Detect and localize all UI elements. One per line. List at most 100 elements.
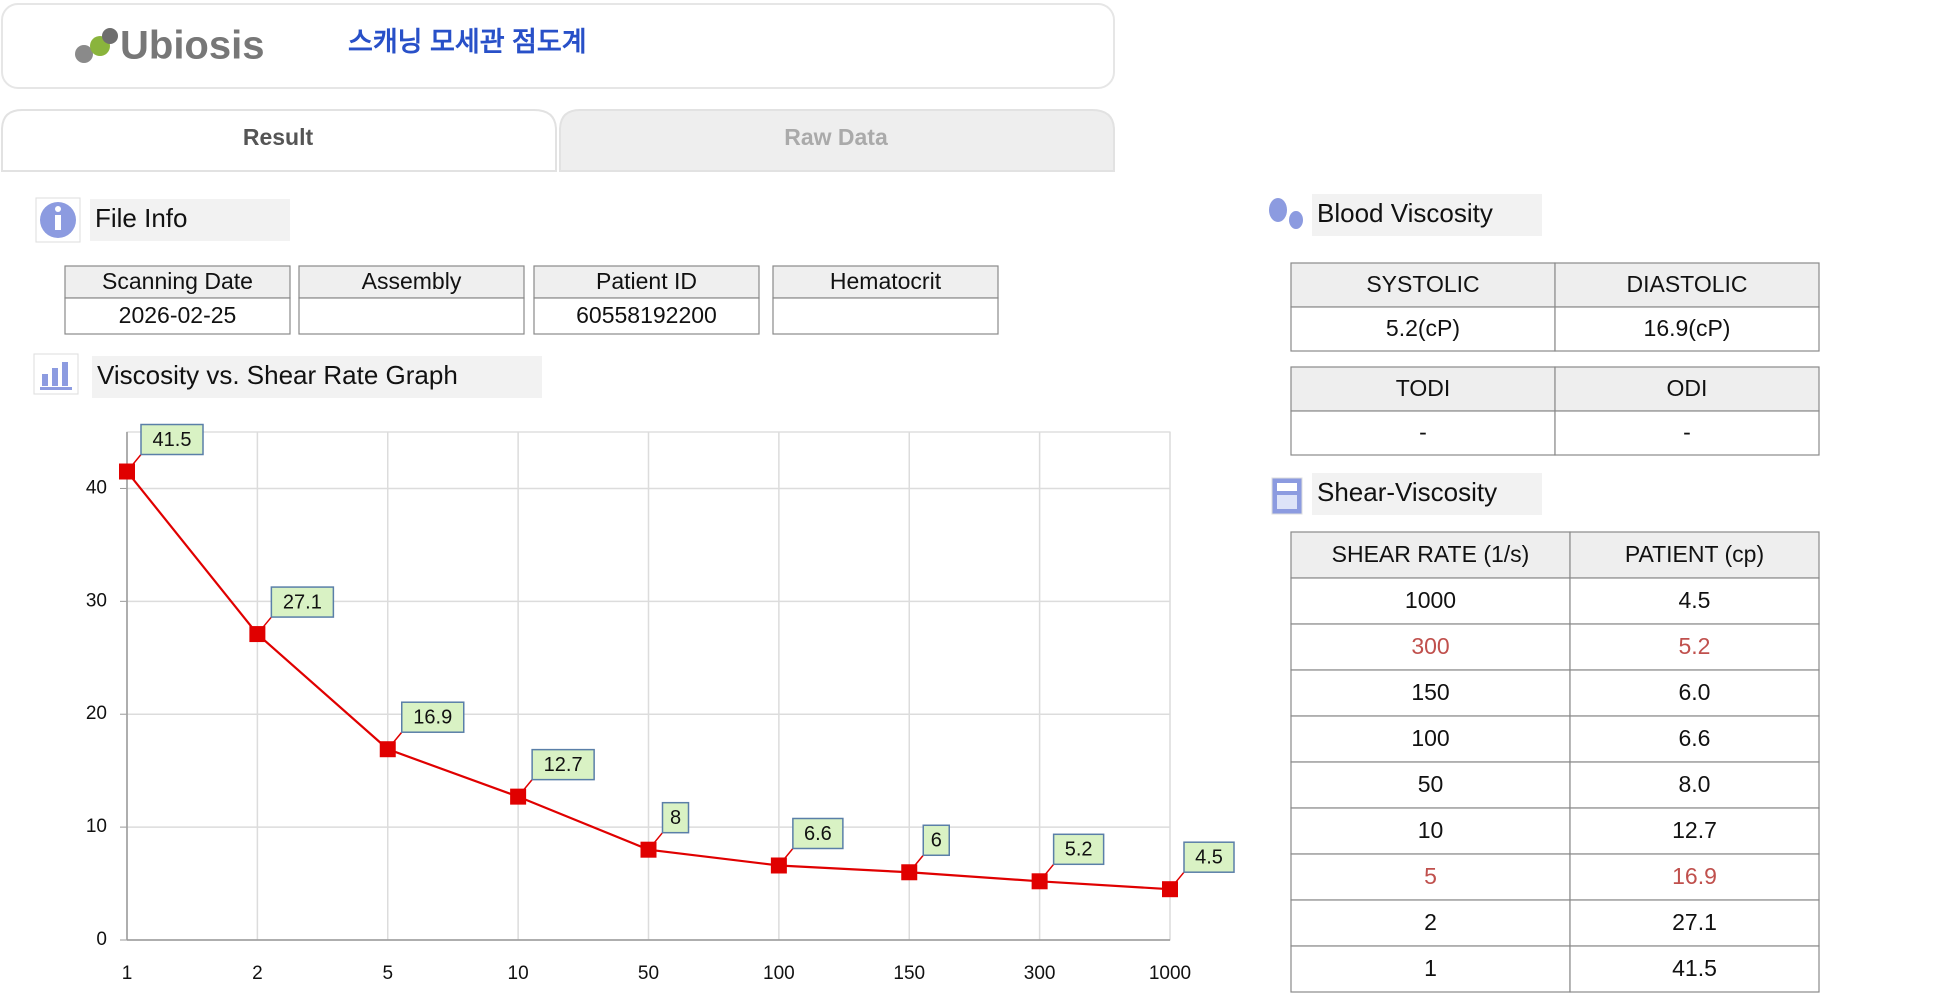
table-cell — [298, 297, 525, 335]
x-tick-label: 10 — [508, 963, 529, 984]
cell-text: 4.5 — [1679, 587, 1711, 613]
cell-text: - — [1419, 419, 1427, 445]
table-cell — [1290, 669, 1571, 717]
heading-box — [90, 199, 290, 241]
table-cell — [1290, 623, 1571, 671]
label-connector — [387, 731, 403, 750]
table-cell — [1569, 899, 1820, 947]
cell-text: 100 — [1411, 725, 1449, 751]
table-cell — [1569, 945, 1820, 993]
value-label: 6 — [931, 830, 942, 852]
label-connector — [1169, 871, 1185, 890]
cell-text: 12.7 — [1672, 817, 1717, 843]
heading: Blood Viscosity — [1317, 198, 1493, 228]
value-label-box — [270, 586, 335, 618]
heading: Shear-Viscosity — [1317, 477, 1497, 507]
table-cell — [1290, 761, 1571, 809]
x-tick-label: 150 — [893, 963, 925, 984]
value-label-box — [1052, 833, 1105, 866]
value-label: 6.6 — [804, 823, 832, 845]
calc-icon — [1271, 477, 1303, 515]
tab[interactable] — [559, 109, 1115, 172]
cell-text: 16.9 — [1672, 863, 1717, 889]
tab-label[interactable]: Raw Data — [784, 124, 888, 150]
table-cell — [1569, 623, 1820, 671]
x-tick-label: 50 — [638, 963, 659, 984]
cell-text: - — [1683, 419, 1691, 445]
value-label: 27.1 — [283, 591, 322, 613]
label-connector — [647, 832, 664, 851]
table-cell — [1569, 577, 1820, 625]
table-cell — [298, 265, 525, 299]
table-cell — [64, 297, 291, 335]
cell-text: 50 — [1418, 771, 1444, 797]
table-cell — [1569, 715, 1820, 763]
y-tick-label: 10 — [86, 816, 107, 837]
cell-text: SYSTOLIC — [1366, 271, 1479, 297]
value-label: 5.2 — [1065, 839, 1093, 861]
tab[interactable] — [1, 109, 557, 172]
table-cell — [1569, 853, 1820, 901]
table-cell — [64, 265, 291, 299]
label-connector — [778, 848, 794, 866]
table-cell — [533, 265, 760, 299]
cell-text: 1000 — [1405, 587, 1456, 613]
value-label: 4.5 — [1195, 846, 1223, 868]
x-tick-label: 100 — [763, 963, 795, 984]
cell-text: 6.0 — [1679, 679, 1711, 705]
table-cell — [1290, 366, 1556, 412]
table-cell — [1569, 761, 1820, 809]
logo: Ubiosis — [120, 24, 264, 68]
value-label-box — [922, 824, 950, 857]
cell-text: 10 — [1418, 817, 1444, 843]
cell-text: PATIENT (cp) — [1625, 541, 1764, 567]
label-connector — [126, 454, 142, 472]
x-tick-label: 2 — [252, 963, 263, 984]
heading-box — [1312, 473, 1542, 515]
cell-text: 5.2 — [1679, 633, 1711, 659]
cell-text: 2 — [1424, 909, 1437, 935]
cell-text: 5.2(cP) — [1386, 315, 1460, 341]
label-connector — [1039, 863, 1055, 882]
value-label: 8 — [670, 807, 681, 829]
cell-text: 41.5 — [1672, 955, 1717, 981]
table-cell — [1290, 262, 1556, 308]
cell-text: 60558192200 — [576, 302, 717, 328]
graph-icon — [33, 353, 79, 395]
cell-text: 5 — [1424, 863, 1437, 889]
cell-text: 16.9(cP) — [1644, 315, 1731, 341]
logo-icon — [75, 28, 118, 63]
table-cell — [1554, 306, 1820, 352]
cell-text: Scanning Date — [102, 268, 253, 294]
table-cell — [772, 265, 999, 299]
cell-text: DIASTOLIC — [1627, 271, 1748, 297]
cell-text: SHEAR RATE (1/s) — [1332, 541, 1530, 567]
table-cell — [1290, 531, 1571, 579]
heading-box — [1312, 194, 1542, 236]
header-box — [1, 3, 1115, 89]
table-cell — [1290, 577, 1571, 625]
label-connector — [256, 616, 272, 635]
table-cell — [772, 297, 999, 335]
y-tick-label: 30 — [86, 590, 107, 611]
cell-text: 27.1 — [1672, 909, 1717, 935]
tab-label[interactable]: Result — [243, 124, 314, 150]
label-connector — [517, 779, 533, 798]
cell-text: 150 — [1411, 679, 1449, 705]
cell-text: 8.0 — [1679, 771, 1711, 797]
cell-text: 300 — [1411, 633, 1449, 659]
x-tick-label: 1 — [122, 963, 133, 984]
heading: Viscosity vs. Shear Rate Graph — [97, 360, 458, 390]
cell-text: TODI — [1396, 375, 1451, 401]
table-cell — [1290, 807, 1571, 855]
cell-text: Hematocrit — [830, 268, 942, 294]
value-label: 12.7 — [544, 754, 583, 776]
cell-text: ODI — [1667, 375, 1708, 401]
value-label: 16.9 — [413, 706, 452, 728]
cell-text: Patient ID — [596, 268, 697, 294]
value-label-box — [661, 801, 690, 834]
info-icon — [35, 197, 81, 243]
table-cell — [1290, 945, 1571, 993]
table-cell — [1290, 715, 1571, 763]
